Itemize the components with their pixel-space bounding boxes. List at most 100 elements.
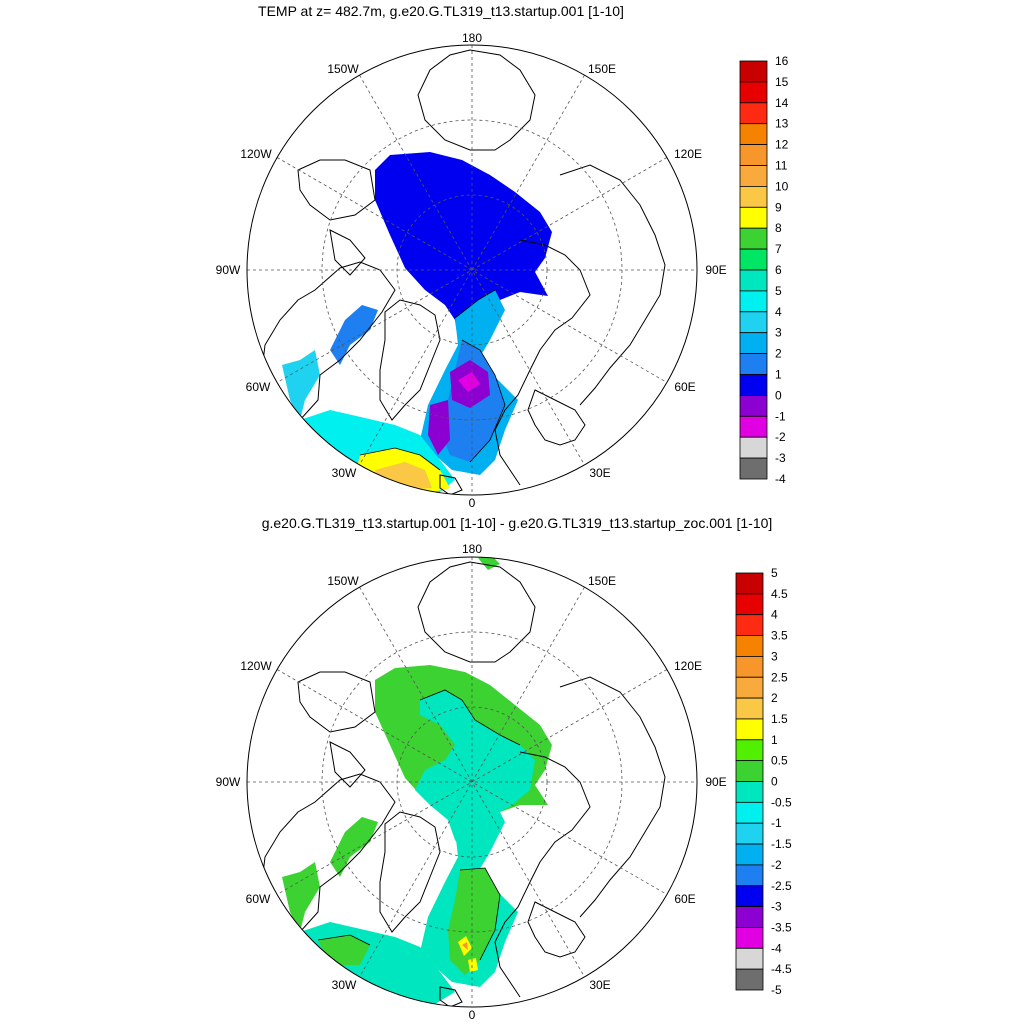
colorbar-tick-label: 10	[775, 179, 789, 193]
colorbar-tick-label: -2.5	[771, 879, 792, 893]
lon-label-30w: 30W	[332, 978, 357, 992]
colorbar-tick-label: 5	[771, 566, 778, 580]
lon-label-150e: 150E	[588, 62, 616, 76]
colorbar-tick-label: 2.5	[771, 670, 788, 684]
lon-label-120e: 120E	[674, 659, 702, 673]
colorbar-tick-label: 8	[775, 221, 782, 235]
lon-label-60e: 60E	[674, 380, 695, 394]
colorbar-tick-label: -3	[775, 451, 786, 465]
colorbar-tick-label: -2	[775, 430, 786, 444]
colorbar-swatch	[739, 290, 768, 313]
colorbar-swatch	[739, 353, 768, 375]
labrador-region	[282, 817, 378, 932]
colorbar-swatch	[735, 947, 764, 970]
colorbar-tick-label: -2	[771, 858, 782, 872]
colorbar-swatch	[739, 394, 768, 417]
lon-label-120e: 120E	[674, 147, 702, 161]
colorbar-swatch	[735, 843, 764, 866]
colorbar-tick-label: -5	[771, 983, 782, 997]
longitude-labels: 180 0 150W 150E 120W 120E 90W 90E 60W 60…	[216, 31, 727, 510]
colorbar-swatch	[739, 144, 768, 166]
colorbar-swatch	[739, 332, 768, 355]
labrador-region	[330, 305, 378, 365]
colorbar-tick-label: 4	[775, 305, 782, 319]
coastlines	[261, 561, 666, 1007]
colorbar-tick-label: -1	[771, 816, 782, 830]
eurasian-basin-region	[415, 690, 535, 855]
colorbar-swatch	[735, 927, 764, 949]
colorbar-tick-label: -4	[775, 472, 786, 486]
lon-label-60e: 60E	[674, 892, 695, 906]
colorbar-swatch	[739, 206, 768, 229]
colorbar-tick-label: 7	[775, 242, 782, 256]
colorbar-swatch	[735, 822, 764, 845]
lon-label-60w: 60W	[246, 892, 271, 906]
colorbar-swatch	[739, 374, 768, 396]
colorbar-tick-label: 2	[771, 691, 778, 705]
colorbar-tick-label: 16	[775, 54, 789, 68]
colorbar-swatch	[739, 165, 768, 187]
colorbar-swatch	[735, 801, 764, 824]
lon-label-150e: 150E	[588, 574, 616, 588]
lon-label-90w: 90W	[216, 775, 241, 789]
colorbar-tick-label: 6	[775, 263, 782, 277]
colorbar-tick-label: 12	[775, 138, 789, 152]
lon-label-30w: 30W	[332, 466, 357, 480]
colorbar-swatch	[735, 635, 764, 657]
graticule	[247, 557, 697, 1007]
lon-label-0: 0	[469, 496, 476, 510]
colorbar-swatch	[735, 739, 764, 762]
colorbar-tick-label: -3	[771, 900, 782, 914]
colorbar-tick-label: -3.5	[771, 920, 792, 934]
colorbar-tick-label: 3	[771, 649, 778, 663]
panel-difference: g.e20.G.TL319_t13.startup.001 [1-10] - g…	[216, 515, 792, 1022]
colorbar-tick-label: 2	[775, 347, 782, 361]
lon-label-90w: 90W	[216, 263, 241, 277]
colorbar-swatch	[739, 60, 768, 83]
lon-label-0: 0	[469, 1008, 476, 1022]
colorbar-swatch	[739, 311, 768, 334]
lon-label-120w: 120W	[240, 147, 272, 161]
colorbar-tick-label: 14	[775, 96, 789, 110]
map-field	[247, 557, 697, 1007]
colorbar-swatch	[735, 864, 764, 887]
colorbar-tick-label: 4.5	[771, 587, 788, 601]
colorbar-tick-label: 11	[775, 159, 788, 173]
colorbar-tick-label: 0	[775, 388, 782, 402]
lon-label-60w: 60W	[246, 380, 271, 394]
colorbar-swatch	[735, 906, 764, 928]
map-boundary	[246, 44, 698, 496]
chart-title: g.e20.G.TL319_t13.startup.001 [1-10] - g…	[262, 515, 773, 531]
colorbar-tick-label: 1	[771, 733, 778, 747]
colorbar-tick-label: 3.5	[771, 629, 788, 643]
map-field	[247, 45, 697, 495]
cold-core-region	[458, 372, 480, 392]
colorbar-tick-label: -1	[775, 409, 786, 423]
colorbar-tick-label: -0.5	[771, 795, 792, 809]
colorbar-tick-label: 0.5	[771, 754, 788, 768]
colorbar-tick-label: 15	[775, 75, 789, 89]
colorbar-tick-label: 3	[775, 326, 782, 340]
colorbar-tick-label: 4	[771, 608, 778, 622]
field-contours	[359, 289, 506, 471]
nordic-warm-spot-region	[462, 942, 468, 950]
colorbar-swatch	[735, 781, 764, 803]
colorbar-swatch	[735, 760, 764, 782]
colorbar-tick-label: 13	[775, 117, 789, 131]
lon-label-30e: 30E	[589, 978, 610, 992]
colorbar-tick-label: 1.5	[771, 712, 788, 726]
colorbar-swatch	[735, 718, 764, 741]
colorbar-swatch	[735, 572, 764, 595]
coastlines	[261, 49, 666, 495]
longitude-labels: 180 0 150W 150E 120W 120E 90W 90E 60W 60…	[216, 542, 727, 1022]
colorbar-tick-label: -1.5	[771, 837, 792, 851]
colorbar-swatch	[739, 269, 768, 292]
labrador-shelf-region	[282, 350, 320, 420]
colorbar-swatch	[739, 102, 768, 125]
colorbar-swatch	[739, 415, 768, 438]
lon-label-90e: 90E	[705, 263, 726, 277]
graticule	[247, 45, 697, 495]
colorbar-swatch	[739, 81, 768, 104]
colorbar-swatch	[739, 248, 768, 271]
colorbar-swatch	[735, 697, 764, 720]
